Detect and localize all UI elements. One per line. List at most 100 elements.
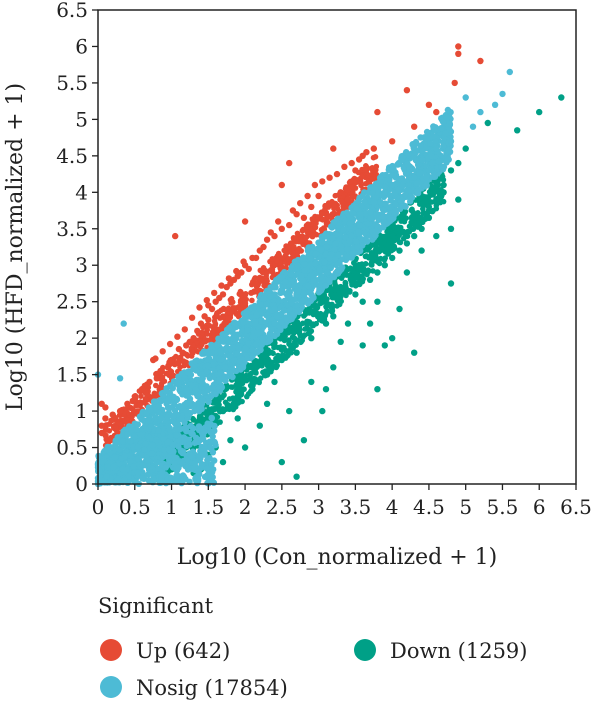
data-point-nosig [140,417,147,424]
data-point-down [293,349,300,356]
data-point-down [291,330,297,336]
x-tick-label: 3.5 [339,495,371,519]
data-point-nosig [162,388,170,395]
data-point-nosig [349,250,356,257]
data-point-nosig [380,213,387,221]
data-point-nosig [230,335,237,342]
data-point-down [308,378,315,386]
data-point-nosig [417,134,424,141]
data-point-nosig [183,387,190,394]
data-point-down [396,232,403,238]
data-point-nosig [144,457,152,464]
x-axis-title: Log10 (Con_normalized + 1) [177,545,497,570]
data-point-nosig [234,350,241,357]
data-point-down [433,196,440,203]
data-point-down [425,214,433,221]
data-point-nosig [270,284,278,291]
data-point-up [242,300,249,307]
data-point-down [310,322,317,329]
data-point-nosig [443,114,451,122]
data-point-down [440,181,447,189]
data-point-nosig [417,142,424,149]
data-point-up [283,251,289,258]
data-point-up [173,353,179,360]
data-point-up [455,43,462,50]
data-point-nosig [210,466,217,473]
data-point-nosig [131,433,138,441]
data-point-down [385,251,391,257]
data-point-nosig [396,175,404,183]
data-point-nosig [110,463,117,471]
data-point-up [220,305,227,312]
x-tick-label: 0.5 [119,495,151,519]
data-point-nosig [204,456,211,464]
data-point-nosig [288,299,295,306]
data-point-nosig [304,300,312,307]
data-point-nosig [260,295,268,302]
data-point-up [153,375,160,382]
data-point-down [302,326,308,332]
data-point-nosig [419,156,426,164]
data-point-down [311,308,318,314]
data-point-down [389,254,396,262]
data-point-up [333,170,341,178]
data-point-nosig [442,130,449,137]
data-point-up [359,173,365,180]
data-point-nosig [254,330,262,337]
data-point-nosig [218,384,226,391]
data-point-down [241,444,249,451]
data-point-nosig [171,460,178,467]
data-point-down [401,230,407,237]
data-point-up [308,221,314,227]
data-point-up [310,232,316,239]
data-point-nosig [135,455,142,462]
data-point-down [376,256,383,263]
data-point-down [417,201,423,207]
data-point-nosig [392,201,399,208]
data-point-nosig [189,431,196,438]
data-point-nosig [380,207,387,214]
data-point-up [289,207,297,214]
data-point-down [231,404,238,411]
legend-label-nosig: Nosig (17854) [136,676,288,700]
data-point-down [204,414,210,421]
data-point-nosig [221,364,229,371]
data-point-nosig [380,224,387,231]
data-point-nosig [423,173,430,181]
data-point-up [322,202,329,209]
data-point-down [271,344,277,351]
data-point-up [238,269,245,276]
data-point-down [411,232,418,240]
data-point-down [337,283,344,291]
data-point-down [286,338,292,345]
data-point-nosig [218,356,225,363]
data-point-nosig [266,287,273,294]
data-point-nosig [298,272,305,279]
data-point-down [219,458,227,466]
data-point-up [338,198,345,204]
data-point-nosig [199,451,207,458]
data-point-nosig [242,344,249,352]
data-point-down [317,300,323,307]
data-point-nosig [348,232,355,240]
data-point-down [421,210,427,216]
data-point-up [315,192,322,200]
data-point-nosig [287,271,295,278]
data-point-down [440,177,447,183]
data-point-nosig [222,377,229,384]
data-point-down [418,225,425,232]
data-point-down [322,386,330,393]
data-point-up [319,178,326,185]
data-point-up [168,356,175,364]
data-point-down [248,370,255,377]
data-point-down [265,356,272,363]
data-point-up [137,402,143,409]
data-point-nosig [388,172,395,179]
data-point-nosig [409,141,416,148]
data-point-up [313,220,319,227]
data-point-up [152,355,159,362]
data-point-nosig [191,439,199,446]
data-point-nosig [147,423,155,430]
data-point-down [403,240,411,247]
legend-marker-nosig [100,676,122,698]
